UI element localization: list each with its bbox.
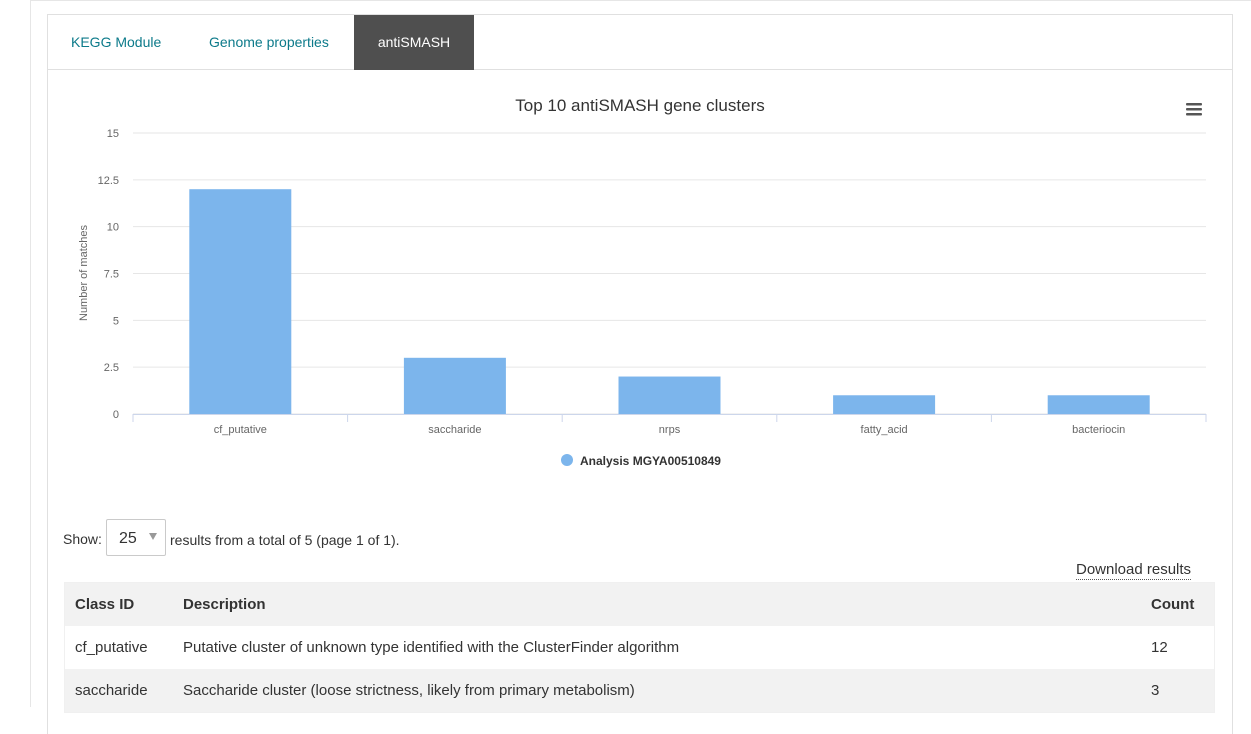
chart-menu-icon[interactable] bbox=[1186, 103, 1202, 116]
table-header: Class ID Description Count bbox=[65, 583, 1214, 626]
x-tick-label: cf_putative bbox=[214, 424, 267, 436]
bar-chart: Top 10 antiSMASH gene clusters 0 2.5 5 7.5 1… bbox=[78, 96, 1207, 468]
tab-genome-properties[interactable]: Genome properties bbox=[209, 34, 329, 50]
cell-count: 12 bbox=[1151, 639, 1168, 656]
page-size-select[interactable]: 25 bbox=[106, 519, 166, 556]
download-results-link[interactable]: Download results bbox=[1076, 561, 1192, 580]
y-axis-label: Number of matches bbox=[78, 225, 90, 321]
page-size-value: 25 bbox=[119, 530, 137, 547]
chevron-down-icon bbox=[149, 533, 157, 540]
tab-antismash[interactable]: antiSMASH bbox=[354, 15, 474, 70]
legend-marker bbox=[561, 454, 573, 466]
y-tick-label: 12.5 bbox=[98, 175, 119, 187]
content-panel: KEGG Module Genome properties antiSMASH bbox=[47, 14, 1233, 734]
cell-class-id: cf_putative bbox=[75, 639, 148, 656]
y-tick-label: 2.5 bbox=[104, 362, 119, 374]
table-row: cf_putative Putative cluster of unknown … bbox=[65, 626, 1214, 669]
x-axis: cf_putative saccharide nrps fatty_acid bacte… bbox=[132, 414, 1207, 436]
cell-description: Putative cluster of unknown type identif… bbox=[183, 639, 680, 656]
legend-label: Analysis MGYA00510849 bbox=[580, 454, 721, 468]
bar-series bbox=[189, 189, 1150, 414]
bar-saccharide[interactable] bbox=[403, 357, 506, 414]
x-tick-label: saccharide bbox=[428, 424, 481, 436]
cell-count: 3 bbox=[1151, 682, 1160, 699]
x-tick-label: bacteriocin bbox=[1072, 424, 1125, 436]
chart-legend[interactable]: Analysis MGYA00510849 bbox=[561, 454, 721, 468]
cell-description: Saccharide cluster (loose strictness, li… bbox=[183, 682, 635, 699]
tab-kegg-module[interactable]: KEGG Module bbox=[71, 34, 162, 50]
x-tick-label: nrps bbox=[659, 424, 681, 436]
chart-gridlines bbox=[133, 132, 1206, 415]
x-tick-label: fatty_acid bbox=[861, 424, 908, 436]
tab-bar: KEGG Module Genome properties antiSMASH bbox=[48, 15, 1232, 70]
y-tick-label: 10 bbox=[107, 222, 119, 234]
bar-bacteriocin[interactable] bbox=[1047, 395, 1150, 414]
column-header-description[interactable]: Description bbox=[183, 596, 266, 613]
column-header-class-id[interactable]: Class ID bbox=[75, 596, 135, 613]
bar-fatty_acid[interactable] bbox=[833, 395, 936, 414]
show-label: Show: bbox=[63, 531, 102, 547]
y-tick-label: 15 bbox=[107, 128, 119, 140]
results-summary: results from a total of 5 (page 1 of 1). bbox=[170, 532, 400, 548]
y-tick-label: 5 bbox=[113, 315, 119, 327]
column-header-count[interactable]: Count bbox=[1151, 596, 1195, 613]
cell-class-id: saccharide bbox=[75, 682, 148, 699]
bar-nrps[interactable] bbox=[618, 376, 721, 414]
table-row: saccharide Saccharide cluster (loose str… bbox=[65, 669, 1214, 712]
page-container bbox=[30, 0, 1251, 707]
bar-cf_putative[interactable] bbox=[189, 189, 292, 414]
y-tick-label: 0 bbox=[113, 409, 119, 421]
chart-title: Top 10 antiSMASH gene clusters bbox=[515, 96, 764, 115]
y-tick-label: 7.5 bbox=[104, 269, 119, 281]
y-axis-ticks: 0 2.5 5 7.5 10 12.5 15 bbox=[98, 128, 119, 421]
results-table: Class ID Description Count cf_putative P… bbox=[64, 582, 1215, 713]
